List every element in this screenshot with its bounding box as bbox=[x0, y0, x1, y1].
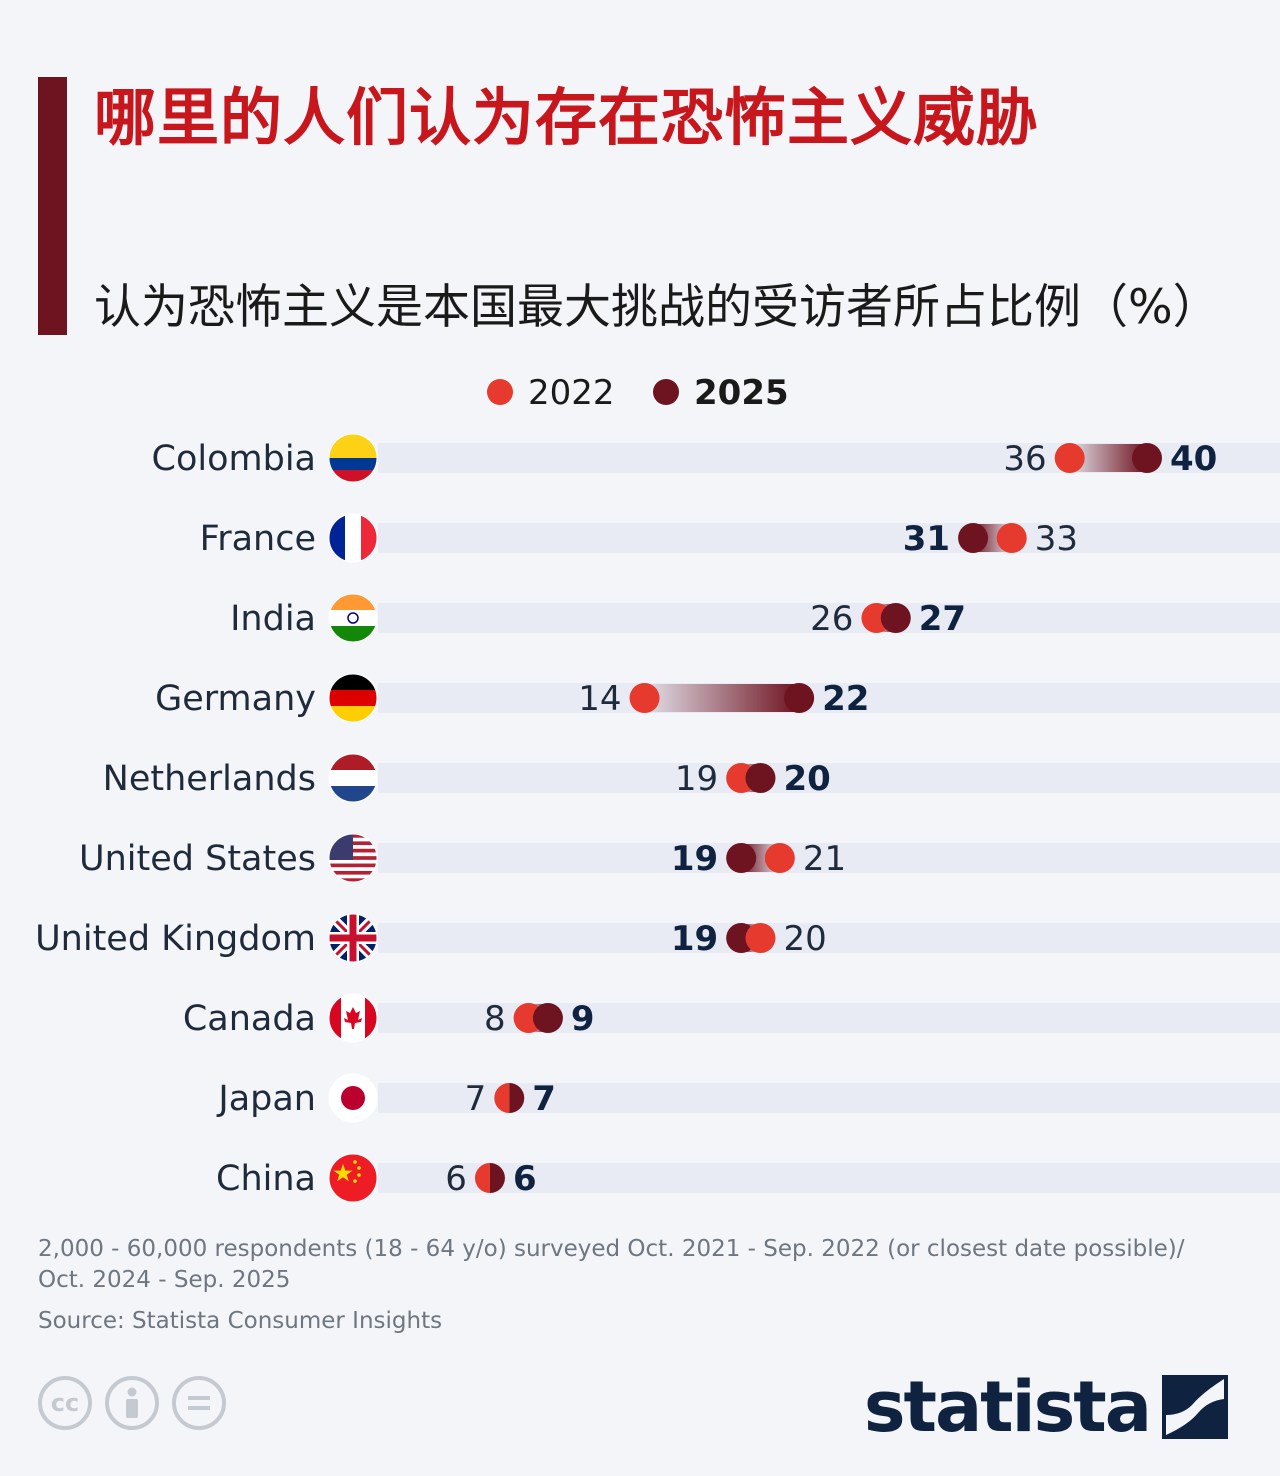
dot-2022 bbox=[764, 843, 795, 873]
colombia-flag-icon bbox=[328, 433, 378, 483]
dot-2022 bbox=[494, 1083, 510, 1113]
dot-2025 bbox=[958, 523, 989, 553]
no-derivatives-icon[interactable] bbox=[172, 1376, 227, 1430]
row-colombia: Colombia 36 40 bbox=[152, 433, 1280, 483]
united-states-flag-icon bbox=[328, 833, 378, 883]
value-label-2025: 22 bbox=[822, 679, 869, 719]
dot-2022 bbox=[996, 523, 1027, 553]
united-kingdom-flag-icon bbox=[328, 913, 378, 963]
value-label-2022: 7 bbox=[465, 1079, 487, 1119]
value-label-2025: 19 bbox=[671, 919, 718, 959]
china-flag-icon bbox=[328, 1153, 378, 1203]
legend-marker-2025 bbox=[653, 379, 679, 405]
dot-2025 bbox=[1132, 443, 1162, 473]
country-label: India bbox=[230, 599, 316, 639]
dot-2025 bbox=[726, 843, 757, 873]
dot-2025 bbox=[745, 763, 776, 793]
country-label: Japan bbox=[216, 1079, 316, 1119]
row-japan: Japan 7 7 bbox=[216, 1073, 1280, 1123]
row-france: France 31 33 bbox=[200, 513, 1280, 563]
country-label: Germany bbox=[155, 679, 316, 719]
dot-2025 bbox=[509, 1083, 525, 1113]
canada-flag-icon bbox=[328, 993, 378, 1043]
country-label: United States bbox=[79, 839, 316, 879]
value-label-2025: 40 bbox=[1170, 439, 1217, 479]
country-label: United Kingdom bbox=[35, 919, 316, 959]
value-label-2025: 19 bbox=[671, 839, 718, 879]
value-label-2022: 33 bbox=[1035, 519, 1078, 559]
country-label: Netherlands bbox=[103, 759, 316, 799]
footer-notes: 2,000 - 60,000 respondents (18 - 64 y/o)… bbox=[38, 1234, 1238, 1337]
row-track bbox=[378, 1083, 1280, 1113]
statista-logo[interactable]: statista bbox=[864, 1372, 1228, 1442]
value-label-2022: 8 bbox=[484, 999, 506, 1039]
dot-2022 bbox=[1054, 443, 1085, 473]
row-track bbox=[378, 603, 1280, 633]
legend-marker-2022 bbox=[487, 379, 513, 405]
dot-2022 bbox=[474, 1163, 490, 1193]
chart-title: 哪里的人们认为存在恐怖主义威胁 bbox=[94, 81, 1040, 154]
value-label-2022: 14 bbox=[578, 679, 621, 719]
value-label-2022: 20 bbox=[784, 919, 827, 959]
country-label: Canada bbox=[183, 999, 316, 1039]
row-germany: Germany 14 22 bbox=[155, 673, 1280, 723]
row-united-kingdom: United Kingdom 19 20 bbox=[35, 913, 1280, 963]
legend-label-2022: 2022 bbox=[528, 373, 615, 413]
dot-2022 bbox=[629, 683, 660, 713]
chart-rows: Colombia 36 40 France 31 33 India 26 27 Germany 14… bbox=[35, 433, 1280, 1203]
value-label-2025: 27 bbox=[919, 599, 966, 639]
value-label-2022: 36 bbox=[1003, 439, 1046, 479]
row-china: China 6 6 bbox=[216, 1153, 1280, 1203]
country-label: Colombia bbox=[152, 439, 316, 479]
country-label: France bbox=[200, 519, 316, 559]
row-track bbox=[378, 763, 1280, 793]
value-label-2025: 7 bbox=[532, 1079, 556, 1119]
statista-logo-icon bbox=[1162, 1375, 1228, 1439]
row-united-states: United States 19 21 bbox=[79, 833, 1280, 883]
country-label: China bbox=[216, 1159, 316, 1199]
japan-flag-icon bbox=[328, 1073, 378, 1123]
value-label-2022: 26 bbox=[810, 599, 853, 639]
dot-2025 bbox=[489, 1163, 505, 1193]
survey-note: 2,000 - 60,000 respondents (18 - 64 y/o)… bbox=[38, 1236, 1185, 1293]
netherlands-flag-icon bbox=[328, 753, 378, 803]
legend-label-2025: 2025 bbox=[694, 373, 789, 413]
value-label-2022: 6 bbox=[445, 1159, 467, 1199]
germany-flag-icon bbox=[328, 673, 378, 723]
row-track bbox=[378, 843, 1280, 873]
dot-2025 bbox=[532, 1003, 563, 1033]
source-text: Source: Statista Consumer Insights bbox=[38, 1308, 443, 1334]
logo-wordmark: statista bbox=[863, 1366, 1152, 1448]
legend: 2022 2025 bbox=[487, 373, 789, 413]
value-label-2022: 21 bbox=[803, 839, 846, 879]
dot-2025 bbox=[784, 683, 815, 713]
chart-subtitle: 认为恐怖主义是本国最大挑战的受访者所占比例（%） bbox=[94, 280, 1220, 335]
dot-2022 bbox=[745, 923, 776, 953]
row-track bbox=[378, 683, 1280, 713]
value-label-2025: 20 bbox=[784, 759, 831, 799]
change-connector bbox=[644, 684, 800, 712]
france-flag-icon bbox=[328, 513, 378, 563]
value-label-2025: 9 bbox=[571, 999, 595, 1039]
value-label-2025: 6 bbox=[513, 1159, 537, 1199]
cc-icon[interactable]: cc bbox=[38, 1376, 92, 1430]
value-label-2022: 19 bbox=[675, 759, 718, 799]
attribution-icon[interactable] bbox=[105, 1376, 160, 1430]
row-track bbox=[378, 1003, 1280, 1033]
row-netherlands: Netherlands 19 20 bbox=[103, 753, 1280, 803]
row-track bbox=[378, 1163, 1280, 1193]
row-canada: Canada 8 9 bbox=[183, 993, 1280, 1043]
row-track bbox=[378, 523, 1280, 553]
india-flag-icon bbox=[328, 593, 378, 643]
value-label-2025: 31 bbox=[903, 519, 950, 559]
row-track bbox=[378, 923, 1280, 953]
dot-2025 bbox=[880, 603, 911, 633]
license-icons: cc bbox=[38, 1376, 234, 1430]
accent-bar bbox=[38, 77, 67, 335]
row-india: India 26 27 bbox=[230, 593, 1280, 643]
